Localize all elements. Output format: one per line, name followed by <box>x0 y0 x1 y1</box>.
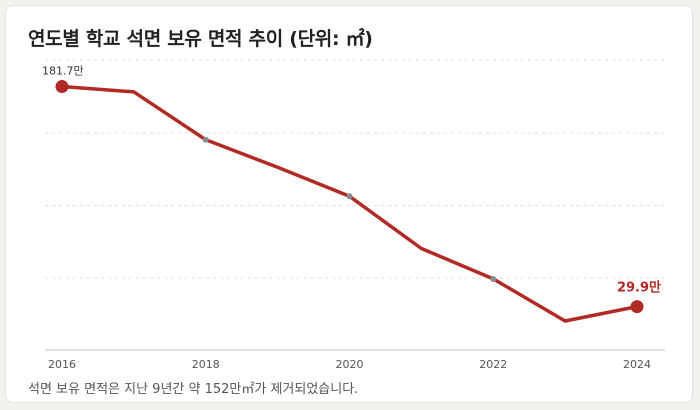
data-point-emphasized <box>55 80 69 94</box>
data-point <box>202 136 209 143</box>
chart-caption: 석면 보유 면적은 지난 9년간 약 152만㎡가 제거되었습니다. <box>28 382 359 397</box>
x-tick-label: 2020 <box>336 358 364 371</box>
data-point <box>346 193 353 200</box>
x-tick-label: 2018 <box>192 358 220 371</box>
chart-title: 연도별 학교 석면 보유 면적 추이 (단위: ㎡) <box>28 28 373 50</box>
data-label: 181.7만 <box>42 65 84 78</box>
x-tick-label: 2024 <box>623 358 651 371</box>
x-tick-label: 2016 <box>48 358 76 371</box>
data-point <box>490 275 497 282</box>
series-line <box>60 84 639 323</box>
data-label: 29.9만 <box>617 280 661 296</box>
data-point-emphasized <box>630 300 644 314</box>
chart-card <box>5 5 693 403</box>
x-tick-label: 2022 <box>479 358 507 371</box>
